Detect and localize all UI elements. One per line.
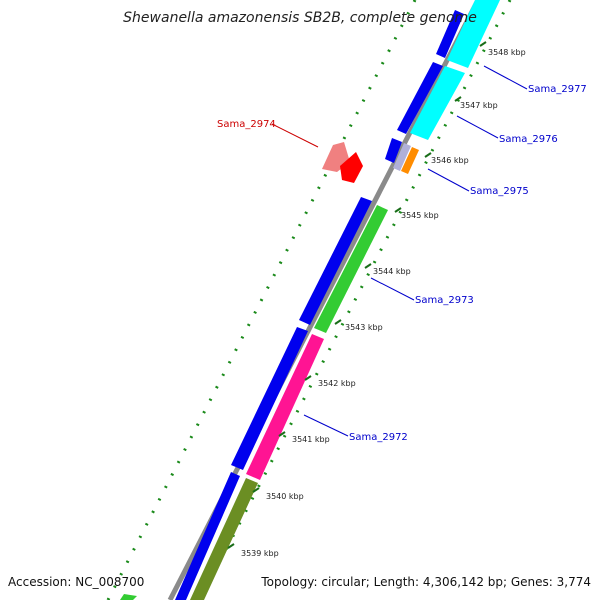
tick-label: 3544 kbp xyxy=(373,267,411,276)
reverse-genes xyxy=(322,142,363,183)
tick-label: 3542 kbp xyxy=(318,379,356,388)
gc-dots-inner xyxy=(198,0,512,600)
tick-label: 3548 kbp xyxy=(488,48,526,57)
gene-track xyxy=(120,0,500,600)
cds-block[interactable] xyxy=(397,62,443,134)
gene-sama-2976[interactable] xyxy=(410,66,465,140)
cds-block[interactable] xyxy=(231,327,308,470)
gene-label-sama-2974[interactable]: Sama_2974 xyxy=(217,119,276,130)
genome-summary: Topology: circular; Length: 4,306,142 bp… xyxy=(260,575,591,589)
gene-sama-2975[interactable] xyxy=(401,147,419,174)
tick-label: 3543 kbp xyxy=(345,323,383,332)
gene-label-sama-2972[interactable]: Sama_2972 xyxy=(349,432,408,443)
gene-green-edge[interactable] xyxy=(120,594,137,600)
gene-sama-2975-a[interactable] xyxy=(393,143,411,171)
gene-sama-2977[interactable] xyxy=(447,0,500,68)
tick-marks xyxy=(227,41,487,549)
gene-olive[interactable] xyxy=(190,478,258,600)
tick-label: 3545 kbp xyxy=(401,211,439,220)
cds-block[interactable] xyxy=(385,138,402,163)
tick-label: 3539 kbp xyxy=(241,549,279,558)
accession-label: Accession: NC_008700 xyxy=(8,575,144,589)
tick-labels: 3548 kbp 3547 kbp 3546 kbp 3545 kbp 3544… xyxy=(241,48,526,558)
gene-sama-2974[interactable] xyxy=(340,152,363,183)
tick-label: 3547 kbp xyxy=(460,101,498,110)
cds-block[interactable] xyxy=(299,197,372,325)
tick-label: 3546 kbp xyxy=(431,156,469,165)
gene-sama-2973[interactable] xyxy=(314,205,388,333)
gene-label-sama-2973[interactable]: Sama_2973 xyxy=(415,295,474,306)
cds-block[interactable] xyxy=(436,10,464,58)
gene-sama-2972[interactable] xyxy=(246,334,324,480)
gene-labels: Sama_2977 Sama_2976 Sama_2975 Sama_2974 … xyxy=(217,84,587,443)
tick-label: 3540 kbp xyxy=(266,492,304,501)
cds-block[interactable] xyxy=(175,472,240,600)
gene-label-sama-2975[interactable]: Sama_2975 xyxy=(470,186,529,197)
map-title: Shewanella amazonensis SB2B, complete ge… xyxy=(123,10,477,26)
gc-dots-outer xyxy=(106,0,417,600)
gene-label-sama-2977[interactable]: Sama_2977 xyxy=(528,84,587,95)
gene-label-lines xyxy=(271,65,528,437)
gc-content-track xyxy=(106,0,512,600)
gene-label-sama-2976[interactable]: Sama_2976 xyxy=(499,134,558,145)
tick-label: 3541 kbp xyxy=(292,435,330,444)
cds-track xyxy=(175,10,464,600)
